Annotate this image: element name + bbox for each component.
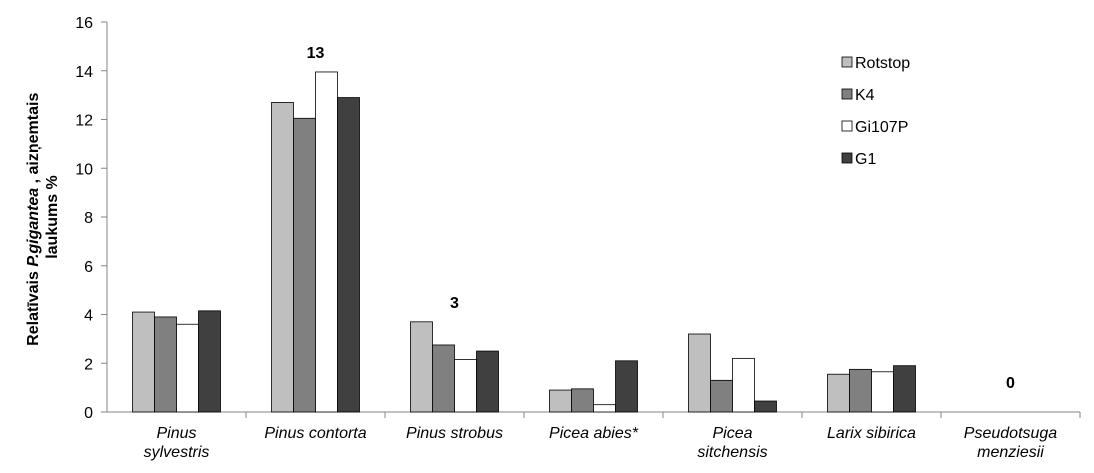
y-axis-label: Relatīvais P.gigantea , aizņemtais lauku… bbox=[25, 88, 61, 346]
bar bbox=[893, 365, 916, 413]
legend-label: G1 bbox=[855, 151, 876, 168]
bar bbox=[432, 344, 455, 413]
bar bbox=[176, 323, 199, 413]
bar bbox=[593, 404, 616, 413]
legend-swatch bbox=[841, 120, 853, 132]
y-tick-label: 6 bbox=[84, 259, 93, 276]
bar bbox=[198, 310, 221, 413]
x-tick-label: Pinus strobus bbox=[406, 425, 503, 442]
bar bbox=[615, 360, 638, 413]
bar bbox=[293, 117, 316, 413]
annotation: 3 bbox=[450, 295, 459, 312]
x-tick-line: Pseudotsuga bbox=[964, 425, 1058, 442]
bar bbox=[710, 379, 733, 413]
bar bbox=[271, 102, 294, 413]
bar bbox=[549, 389, 572, 413]
annotation: 0 bbox=[1006, 375, 1015, 392]
y-label-line: laukums % bbox=[44, 175, 61, 259]
x-tick-label: Pseudotsuga menziesii bbox=[964, 425, 1058, 461]
x-tick-line: sitchensis bbox=[697, 444, 767, 461]
y-tick-label: 14 bbox=[75, 64, 93, 81]
y-label-species: P.gigantea bbox=[25, 188, 42, 267]
x-tick-line: Pinus bbox=[156, 425, 196, 442]
bar bbox=[132, 311, 155, 413]
bar bbox=[154, 316, 177, 413]
legend-label: K4 bbox=[855, 87, 875, 104]
x-tick-label: Larix sibirica bbox=[827, 425, 916, 442]
bar bbox=[454, 359, 477, 413]
legend-swatch bbox=[841, 56, 853, 68]
x-tick-label: Pinus contorta bbox=[264, 425, 366, 442]
x-tick-line: Picea bbox=[712, 425, 752, 442]
y-tick-label: 2 bbox=[84, 356, 93, 373]
legend-swatch bbox=[841, 88, 853, 100]
bar bbox=[849, 368, 872, 413]
y-tick-label: 16 bbox=[75, 15, 93, 32]
y-label-part: Relatīvais bbox=[25, 271, 42, 346]
bar bbox=[688, 333, 711, 413]
legend-label: Gi107P bbox=[855, 119, 908, 136]
bar bbox=[871, 371, 894, 413]
x-tick-line: sylvestris bbox=[144, 444, 210, 461]
bar bbox=[337, 97, 360, 413]
y-tick-label: 4 bbox=[84, 308, 93, 325]
bar bbox=[315, 71, 338, 413]
legend-label: Rotstop bbox=[855, 55, 910, 72]
x-tick-label: Picea abies* bbox=[549, 425, 639, 442]
y-tick-label: 10 bbox=[75, 161, 93, 178]
bar bbox=[571, 388, 594, 413]
bar bbox=[827, 373, 850, 413]
bar bbox=[410, 321, 433, 413]
x-tick-label: Picea sitchensis bbox=[697, 425, 767, 461]
x-tick-line: menziesii bbox=[977, 444, 1044, 461]
bar bbox=[476, 350, 499, 413]
x-tick-label: Pinus sylvestris bbox=[144, 425, 210, 461]
bar bbox=[754, 400, 777, 413]
legend-swatch bbox=[841, 152, 853, 164]
y-label-part: , aizņemtais bbox=[25, 93, 42, 188]
bar bbox=[732, 357, 755, 413]
y-tick-label: 12 bbox=[75, 113, 93, 130]
y-tick-label: 0 bbox=[84, 405, 93, 422]
y-tick-label: 8 bbox=[84, 210, 93, 227]
annotation: 13 bbox=[307, 45, 325, 62]
